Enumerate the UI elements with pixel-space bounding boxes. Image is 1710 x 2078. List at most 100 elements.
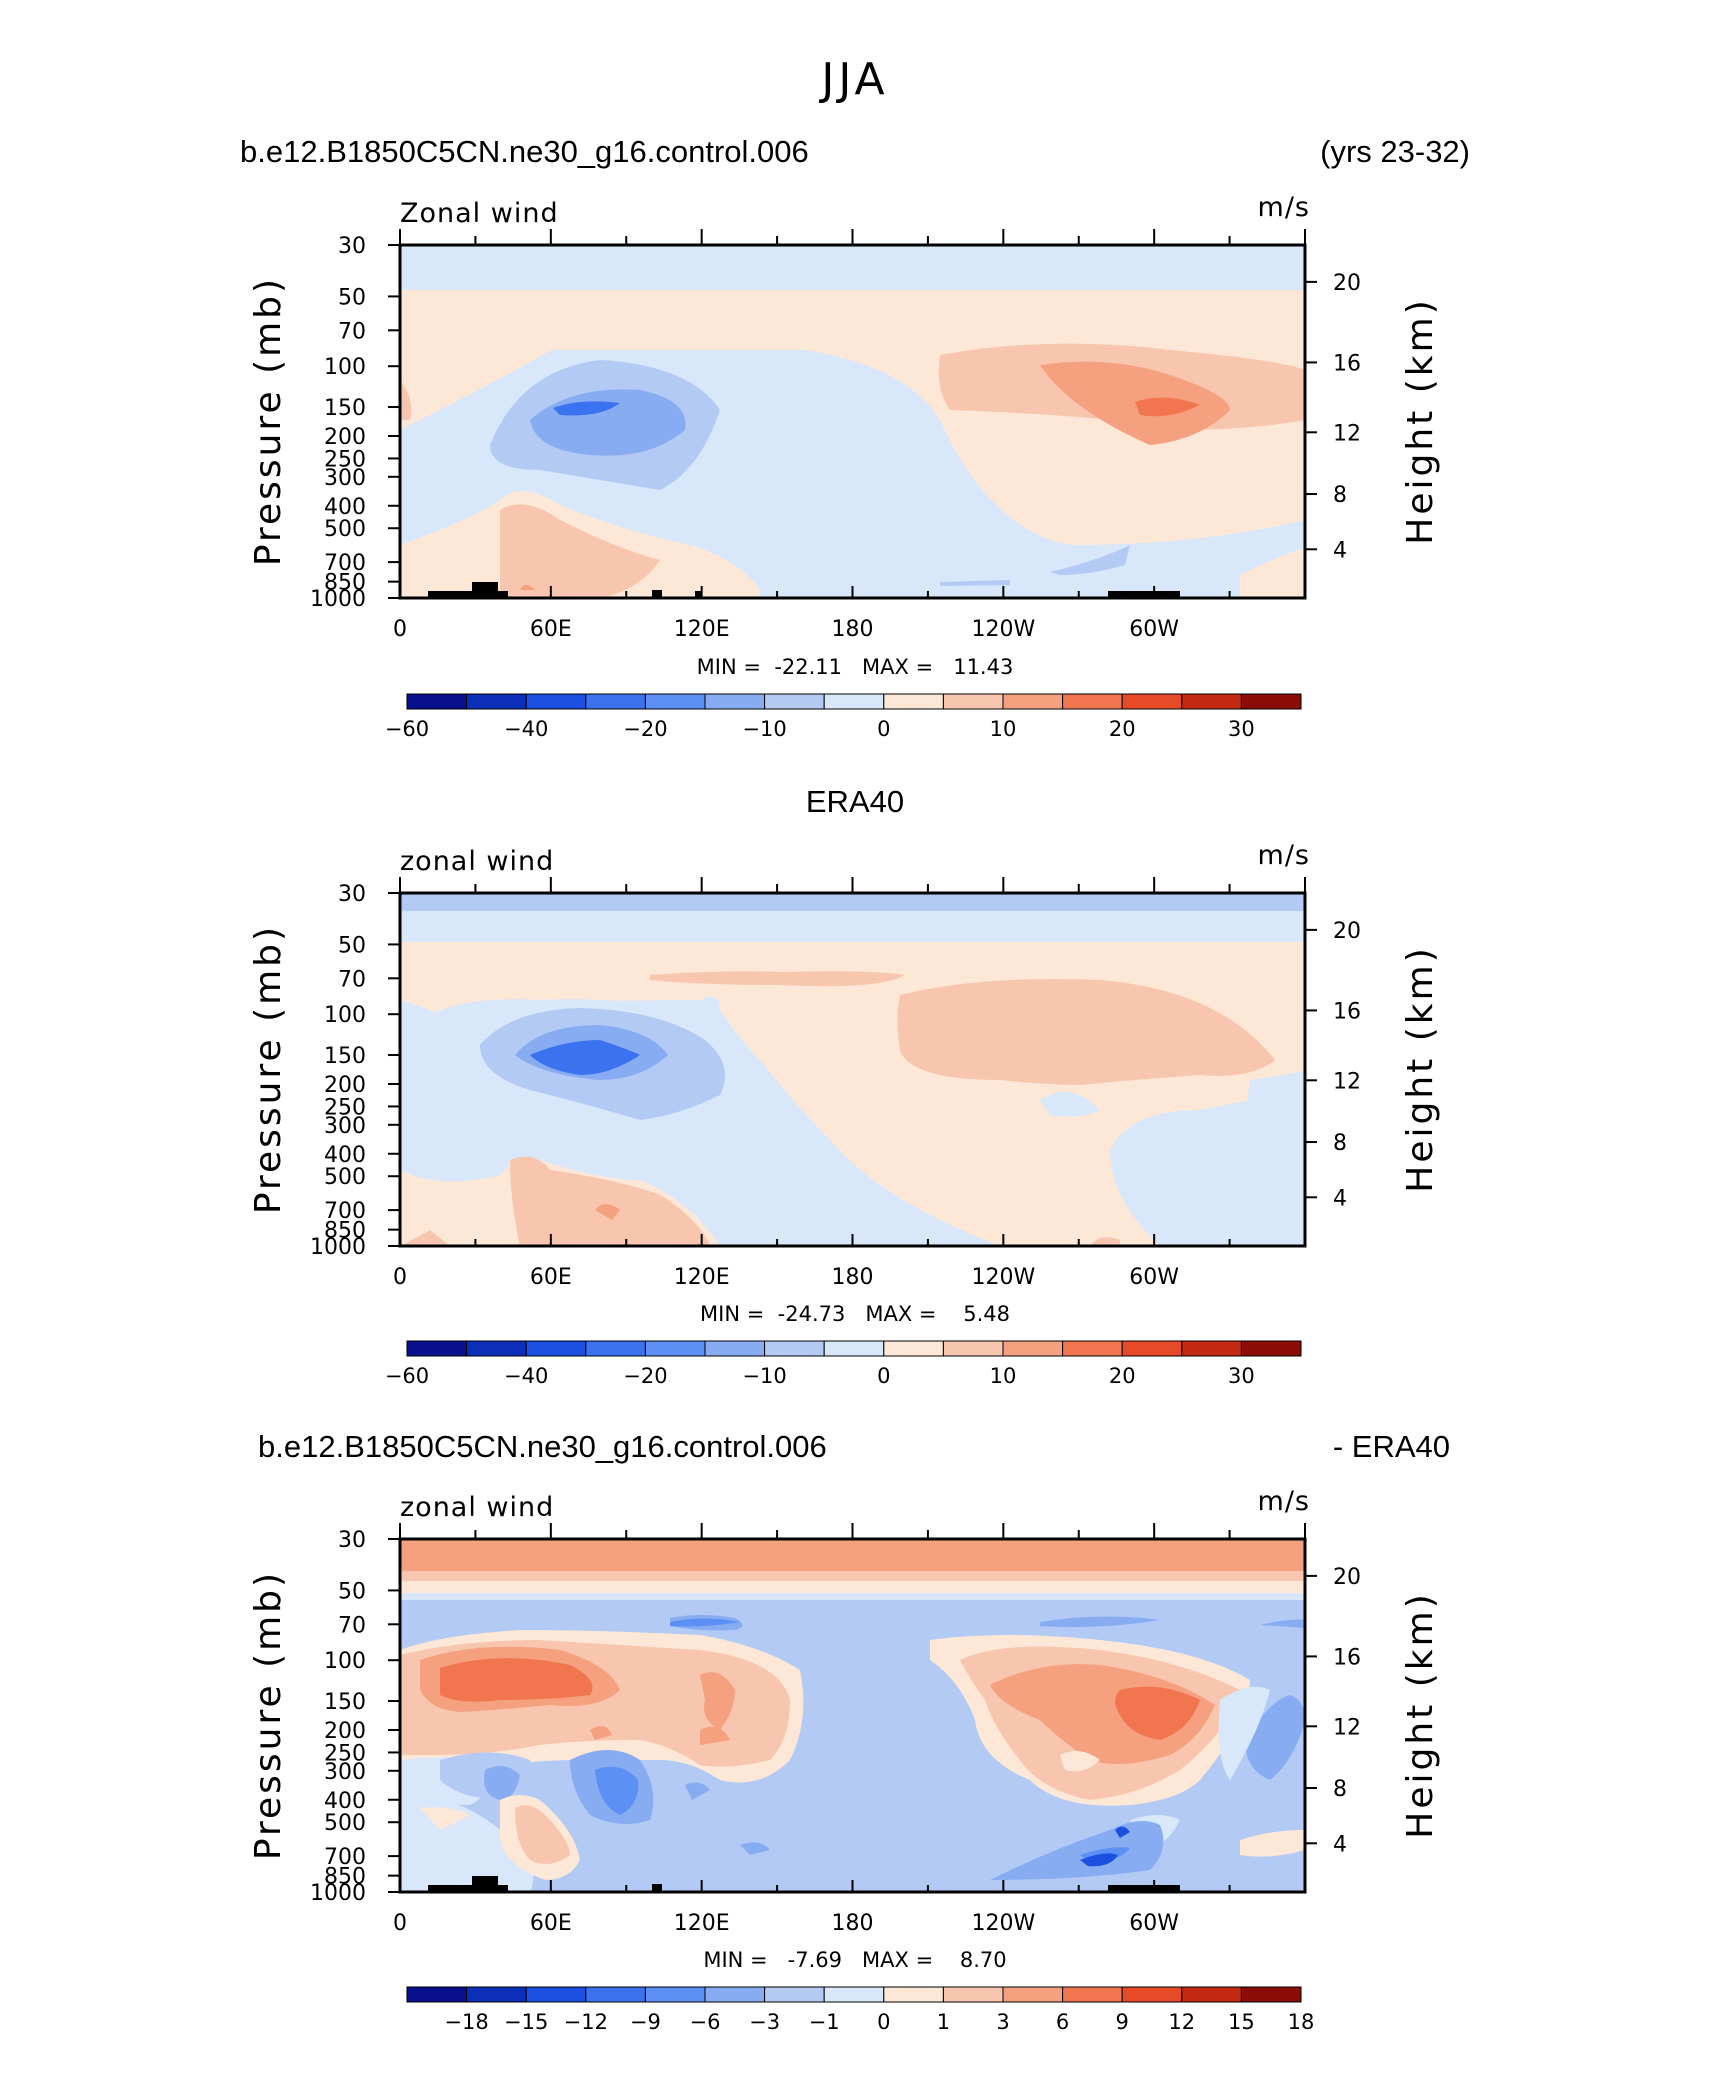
colorbar-label: −10 xyxy=(742,717,786,741)
colorbar-swatch xyxy=(585,1340,646,1357)
x-tick-label: 180 xyxy=(832,1911,874,1936)
y-tick-label: 300 xyxy=(324,1760,366,1785)
y-tick-label: 500 xyxy=(324,517,366,542)
y-tick-label: 50 xyxy=(338,933,366,958)
y-right-tick-label: 8 xyxy=(1333,483,1347,508)
y-tick-label: 100 xyxy=(324,1649,366,1674)
panel-difference: b.e12.B1850C5CN.ne30_g16.control.006 - E… xyxy=(248,1429,1450,2034)
colorbar-swatch xyxy=(585,1986,646,2003)
colorbar-swatch xyxy=(1002,1986,1064,2003)
y-tick-label: 250 xyxy=(324,1741,366,1766)
colorbar-swatch xyxy=(764,693,825,710)
y-axis-label: Pressure (mb) xyxy=(248,1570,289,1860)
colorbar-swatch xyxy=(1240,693,1302,710)
units-label: m/s xyxy=(1258,1486,1310,1517)
colorbar-label: −10 xyxy=(742,1364,786,1388)
y-right-tick-label: 8 xyxy=(1333,1777,1347,1802)
x-tick-label: 60W xyxy=(1129,1265,1179,1290)
colorbar-label: −60 xyxy=(385,1364,429,1388)
panel-right-title: (yrs 23-32) xyxy=(1320,134,1470,169)
y-right-tick-label: 16 xyxy=(1333,999,1361,1024)
y-tick-label: 150 xyxy=(324,1044,366,1069)
colorbar-label: −12 xyxy=(564,2010,608,2034)
colorbar-swatch xyxy=(406,1340,468,1357)
colorbar-label: 30 xyxy=(1228,1364,1255,1388)
y-axis-label: Pressure (mb) xyxy=(248,924,289,1214)
variable-label: zonal wind xyxy=(400,846,554,877)
y-tick-label: 700 xyxy=(324,551,366,576)
y-tick-label: 500 xyxy=(324,1811,366,1836)
colorbar-label: 3 xyxy=(996,2010,1009,2034)
x-tick-label: 120E xyxy=(674,1265,730,1290)
colorbar-label: −1 xyxy=(809,2010,840,2034)
colorbar-swatch xyxy=(1181,693,1242,710)
y-tick-label: 50 xyxy=(338,285,366,310)
variable-label: zonal wind xyxy=(400,1492,554,1523)
colorbar-swatch xyxy=(525,1986,587,2003)
x-tick-label: 60E xyxy=(530,1265,572,1290)
panel-observations: ERA40 zonal wind m/s 0 60E 120E 180 120W 60W 3… xyxy=(248,784,1441,1388)
colorbar-swatch xyxy=(644,1340,706,1357)
colorbar-swatch xyxy=(466,1986,527,2003)
colorbar: −60 −40 −20 −10 0 10 20 30 xyxy=(385,693,1302,741)
colorbar-swatch xyxy=(942,693,1004,710)
colorbar-swatch xyxy=(466,1340,527,1357)
y-tick-label: 400 xyxy=(324,495,366,520)
colorbar-swatch xyxy=(1062,1340,1123,1357)
colorbar-swatch xyxy=(1002,1340,1064,1357)
y-right-tick-label: 20 xyxy=(1333,1565,1361,1590)
colorbar-label: −40 xyxy=(504,717,548,741)
y-tick-label: 300 xyxy=(324,466,366,491)
y-right-tick-label: 12 xyxy=(1333,1715,1361,1740)
colorbar-label: 0 xyxy=(877,2010,890,2034)
contour-field xyxy=(400,245,1305,598)
colorbar-label: 9 xyxy=(1116,2010,1129,2034)
panel-model: b.e12.B1850C5CN.ne30_g16.control.006 (yr… xyxy=(240,134,1470,741)
colorbar-swatch xyxy=(1062,1986,1123,2003)
figure-title: JJA xyxy=(818,54,888,105)
units-label: m/s xyxy=(1258,840,1310,871)
y-axis-label: Pressure (mb) xyxy=(248,276,289,566)
x-tick-label: 60E xyxy=(530,617,572,642)
min-max-stats: MIN = -24.73 MAX = 5.48 xyxy=(700,1302,1010,1326)
x-tick-label: 0 xyxy=(393,1265,407,1290)
colorbar-label: 10 xyxy=(990,1364,1017,1388)
colorbar-label: −20 xyxy=(623,1364,667,1388)
y-right-tick-label: 4 xyxy=(1333,538,1347,563)
y-tick-label: 250 xyxy=(324,447,366,472)
y-tick-label: 70 xyxy=(338,1613,366,1638)
colorbar-swatch xyxy=(406,1986,468,2003)
colorbar-swatch xyxy=(466,693,527,710)
y-tick-label: 150 xyxy=(324,1690,366,1715)
x-tick-label: 0 xyxy=(393,1911,407,1936)
contour-field xyxy=(400,1539,1305,1892)
colorbar-swatch xyxy=(1121,1986,1183,2003)
colorbar-swatch xyxy=(823,693,885,710)
colorbar-swatch xyxy=(942,1340,1004,1357)
y-right-tick-label: 20 xyxy=(1333,919,1361,944)
colorbar-swatch xyxy=(406,693,468,710)
colorbar-swatch xyxy=(823,1340,885,1357)
colorbar-label: 30 xyxy=(1228,717,1255,741)
y-tick-label: 400 xyxy=(324,1143,366,1168)
colorbar-swatch xyxy=(764,1340,825,1357)
y-tick-label: 70 xyxy=(338,319,366,344)
colorbar-label: −15 xyxy=(504,2010,548,2034)
colorbar-label: 10 xyxy=(990,717,1017,741)
y-tick-label: 100 xyxy=(324,355,366,380)
colorbar-swatch xyxy=(1181,1340,1242,1357)
y-right-tick-label: 20 xyxy=(1333,271,1361,296)
colorbar-swatch xyxy=(644,1986,706,2003)
panel-left-title: b.e12.B1850C5CN.ne30_g16.control.006 xyxy=(258,1429,827,1464)
colorbar-swatch xyxy=(883,1986,944,2003)
y-tick-label: 200 xyxy=(324,425,366,450)
land-mask xyxy=(428,1876,1180,1892)
colorbar-label: 18 xyxy=(1288,2010,1315,2034)
colorbar-swatch xyxy=(525,693,587,710)
y-tick-label: 50 xyxy=(338,1579,366,1604)
colorbar-swatch xyxy=(585,693,646,710)
y-tick-label: 250 xyxy=(324,1095,366,1120)
